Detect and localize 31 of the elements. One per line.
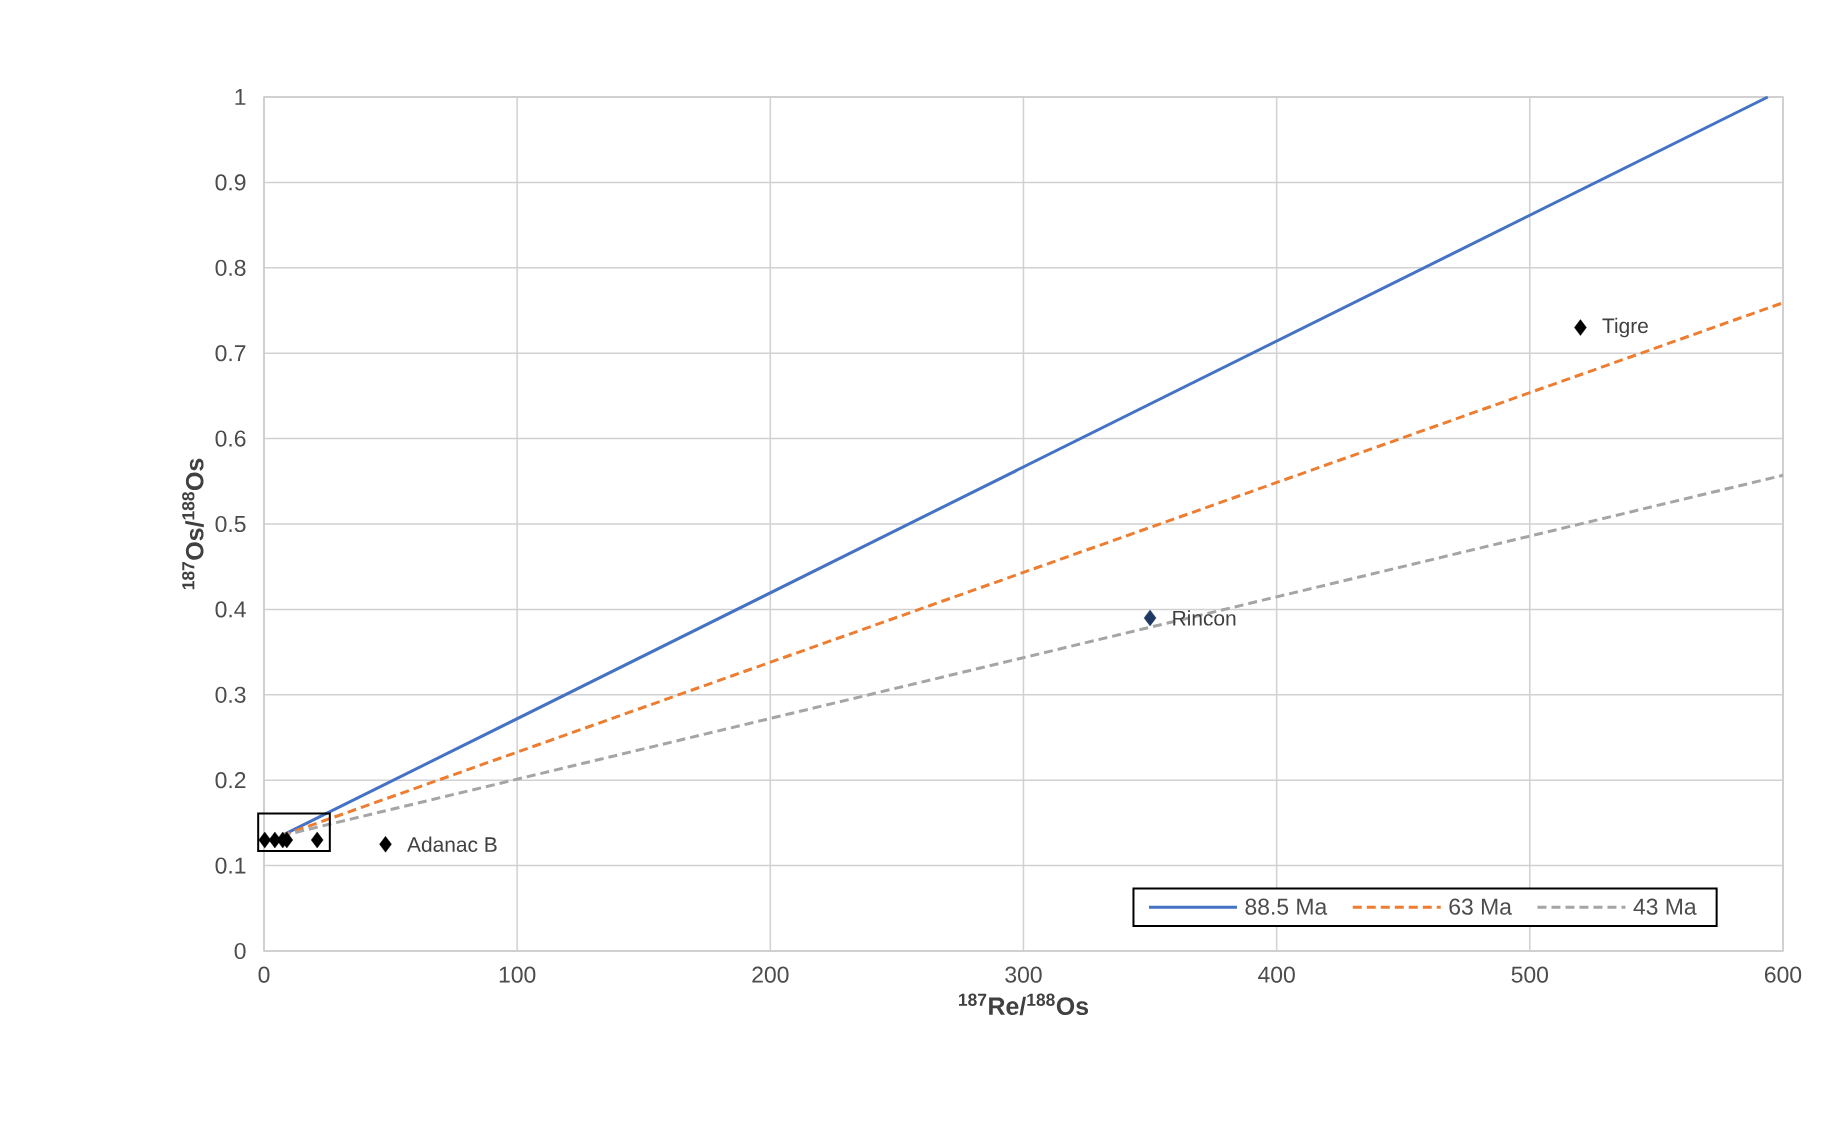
x-tick-label: 0 xyxy=(258,966,270,983)
legend-label: 63 Ma xyxy=(1449,898,1512,915)
legend-label: 43 Ma xyxy=(1633,898,1697,915)
x-tick-label: 600 xyxy=(1764,966,1802,983)
x-tick-label: 200 xyxy=(752,966,789,983)
y-tick-label: 0.9 xyxy=(215,174,246,191)
x-tick-label: 300 xyxy=(1005,966,1042,983)
x-axis-title: $^{187}$Re/$^{188}$Os xyxy=(958,993,1089,1016)
y-tick-label: 0.7 xyxy=(215,345,246,362)
point xyxy=(258,831,271,849)
point xyxy=(1574,319,1587,336)
x-tick-label: 500 xyxy=(1511,966,1549,983)
point xyxy=(1143,609,1157,627)
point xyxy=(379,836,392,853)
y-tick-label: 1 xyxy=(235,89,246,105)
annotation: Rincon xyxy=(1173,610,1236,626)
y-tick-label: 0 xyxy=(234,942,246,960)
y-axis-title: $^{187}$Os/$^{188}$Os xyxy=(182,458,204,590)
x-tick-label: 400 xyxy=(1258,966,1295,983)
x-tick-label: 100 xyxy=(499,966,536,983)
y-tick-label: 0.5 xyxy=(215,515,246,533)
y-tick-label: 0.8 xyxy=(215,259,246,276)
y-tick-label: 0.1 xyxy=(215,857,246,874)
annotation: Tigre xyxy=(1602,317,1648,338)
y-tick-label: 0.3 xyxy=(215,686,246,703)
y-tick-label: 0.6 xyxy=(215,430,246,447)
y-tick-label: 0.2 xyxy=(215,772,246,789)
y-tick-label: 0.4 xyxy=(215,601,246,618)
annotation: Adanac B xyxy=(407,836,497,852)
legend-label: 88.5 Ma xyxy=(1245,898,1328,915)
point xyxy=(310,831,324,849)
